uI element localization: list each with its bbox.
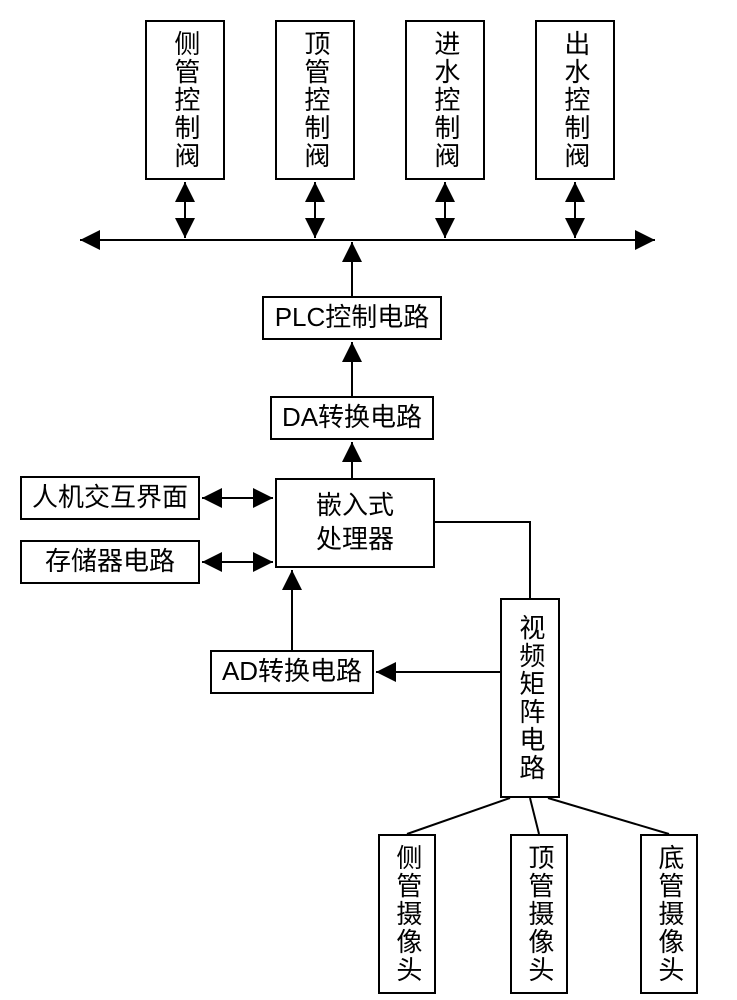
vmatrix-box: 视频矩阵电路 — [500, 598, 560, 798]
cam-top-box: 顶管摄像头 — [510, 834, 568, 994]
da-label: DA转换电路 — [282, 401, 422, 435]
valve-out-label: 出水控制阀 — [558, 30, 592, 170]
valve-top-box: 顶管控制阀 — [275, 20, 355, 180]
vmatrix-label: 视频矩阵电路 — [513, 614, 547, 782]
ad-label: AD转换电路 — [222, 655, 362, 689]
valve-side-label: 侧管控制阀 — [168, 30, 202, 170]
cpu-label: 嵌入式 处理器 — [316, 489, 394, 557]
mem-box: 存储器电路 — [20, 540, 200, 584]
edge-vmatrix-cam-bottom — [548, 798, 669, 834]
plc-label: PLC控制电路 — [275, 301, 430, 335]
ad-box: AD转换电路 — [210, 650, 374, 694]
da-box: DA转换电路 — [270, 396, 434, 440]
cpu-box: 嵌入式 处理器 — [275, 478, 435, 568]
edge-vmatrix-cam-side — [407, 798, 510, 834]
cam-side-box: 侧管摄像头 — [378, 834, 436, 994]
cam-bottom-box: 底管摄像头 — [640, 834, 698, 994]
edge-vmatrix-cam-top — [530, 798, 539, 834]
cam-side-label: 侧管摄像头 — [390, 844, 424, 984]
plc-box: PLC控制电路 — [262, 296, 442, 340]
valve-top-label: 顶管控制阀 — [298, 30, 332, 170]
valve-side-box: 侧管控制阀 — [145, 20, 225, 180]
cam-bottom-label: 底管摄像头 — [652, 844, 686, 984]
hmi-box: 人机交互界面 — [20, 476, 200, 520]
valve-out-box: 出水控制阀 — [535, 20, 615, 180]
mem-label: 存储器电路 — [45, 545, 175, 579]
valve-in-box: 进水控制阀 — [405, 20, 485, 180]
edge-cpu-vmatrix — [435, 522, 530, 598]
hmi-label: 人机交互界面 — [32, 481, 188, 515]
valve-in-label: 进水控制阀 — [428, 30, 462, 170]
cam-top-label: 顶管摄像头 — [522, 844, 556, 984]
